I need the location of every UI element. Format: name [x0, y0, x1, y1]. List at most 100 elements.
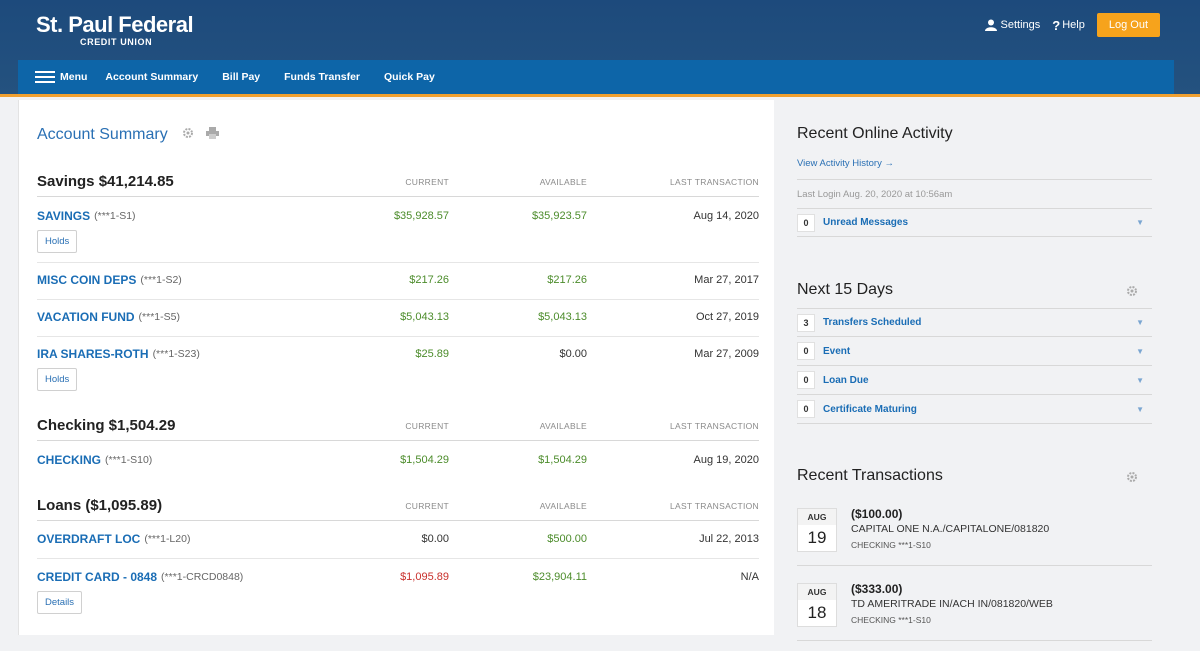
available-balance: $0.00: [559, 348, 587, 360]
date-month: AUG: [798, 584, 836, 600]
account-row: MISC COIN DEPS (***1-S2) $217.26 $217.26…: [37, 268, 759, 300]
recent-transactions-title: Recent Transactions: [797, 467, 943, 484]
last-login-text: Last Login Aug. 20, 2020 at 10:56am: [797, 189, 953, 200]
hamburger-icon: [35, 68, 55, 86]
page-title-text: Account Summary: [37, 126, 168, 143]
certificate-maturing-row[interactable]: 0 Certificate Maturing ▼: [797, 395, 1152, 424]
row-label: Certificate Maturing: [823, 403, 917, 415]
transaction-item[interactable]: AUG 18 ($333.00) TD AMERITRADE IN/ACH IN…: [797, 575, 1152, 641]
utility-nav: Settings ? Help Log Out: [984, 13, 1160, 37]
current-balance: $35,928.57: [393, 210, 449, 222]
col-last-transaction: LAST TRANSACTION: [669, 176, 759, 187]
account-mask: (***1-S1): [94, 210, 136, 222]
date-badge: AUG 18: [797, 583, 837, 627]
settings-link[interactable]: Settings: [984, 19, 1041, 31]
current-balance: $0.00: [421, 533, 449, 545]
brand-sub: CREDIT UNION: [80, 37, 153, 47]
row-count: 0: [797, 400, 815, 418]
chevron-down-icon: ▼: [1136, 404, 1144, 414]
account-summary-panel: Account Summary Savings $41,214.85 CURRE…: [18, 100, 774, 635]
print-icon[interactable]: [205, 126, 219, 144]
next-15-days-title: Next 15 Days: [797, 281, 894, 298]
unread-messages-row[interactable]: 0 Unread Messages ▼: [797, 208, 1152, 237]
nav-account-summary[interactable]: Account Summary: [105, 71, 199, 83]
group-header-checking: Checking $1,504.29 CURRENT AVAILABLE LAS…: [37, 411, 759, 441]
event-row[interactable]: 0 Event ▼: [797, 337, 1152, 366]
chevron-down-icon: ▼: [1136, 375, 1144, 385]
account-name[interactable]: VACATION FUND: [37, 310, 135, 324]
transaction-description: TD AMERITRADE IN/ACH IN/081820/WEB: [851, 598, 1053, 610]
account-mask: (***1-L20): [144, 533, 191, 545]
last-transaction-date: Jul 22, 2013: [699, 533, 759, 545]
menu-label: Menu: [60, 71, 88, 83]
help-icon: ?: [1052, 17, 1061, 33]
group-header-loans: Loans ($1,095.89) CURRENT AVAILABLE LAST…: [37, 491, 759, 521]
col-last-transaction: LAST TRANSACTION: [669, 500, 759, 511]
chevron-down-icon: ▼: [1136, 318, 1144, 327]
account-row: VACATION FUND (***1-S5) $5,043.13 $5,043…: [37, 305, 759, 337]
col-current: CURRENT: [405, 420, 449, 431]
transaction-item[interactable]: AUG 19 ($100.00) CAPITAL ONE N.A./CAPITA…: [797, 500, 1152, 566]
menu-button[interactable]: Menu: [35, 68, 87, 86]
holds-button[interactable]: Holds: [37, 230, 78, 253]
gear-icon[interactable]: [182, 126, 194, 144]
available-balance: $217.26: [547, 274, 587, 286]
nav-funds-transfer[interactable]: Funds Transfer: [284, 71, 360, 83]
account-name[interactable]: SAVINGS: [37, 209, 91, 223]
account-mask: (***1-S2): [140, 274, 182, 286]
row-label: Loan Due: [823, 374, 869, 386]
account-name[interactable]: IRA SHARES-ROTH: [37, 347, 149, 361]
current-balance: $217.26: [409, 274, 449, 286]
logout-button[interactable]: Log Out: [1096, 13, 1160, 37]
account-mask: (***1-S5): [138, 311, 180, 323]
gear-icon[interactable]: [1126, 284, 1138, 302]
sidebar: Recent Online Activity View Activity His…: [774, 100, 1174, 651]
brand-logo[interactable]: St. Paul Federal CREDIT UNION: [36, 12, 194, 48]
holds-button[interactable]: Holds: [37, 368, 78, 391]
account-name[interactable]: CHECKING: [37, 453, 102, 467]
row-count: 0: [797, 342, 815, 360]
recent-activity-title: Recent Online Activity: [797, 125, 953, 142]
help-link[interactable]: ? Help: [1052, 18, 1085, 33]
date-day: 19: [807, 528, 827, 547]
account-row: CREDIT CARD - 0848 (***1-CRCD0848) $1,09…: [37, 565, 759, 625]
available-balance: $500.00: [547, 533, 587, 545]
details-button[interactable]: Details: [37, 591, 83, 614]
date-badge: AUG 19: [797, 508, 837, 552]
transaction-amount: ($100.00): [851, 507, 903, 521]
last-transaction-date: Oct 27, 2019: [696, 311, 759, 323]
account-row: CHECKING (***1-S10) $1,504.29 $1,504.29 …: [37, 448, 759, 480]
available-balance: $5,043.13: [538, 311, 587, 323]
account-name[interactable]: CREDIT CARD - 0848: [37, 570, 158, 584]
group-title: Checking $1,504.29: [37, 417, 176, 434]
date-month: AUG: [798, 509, 836, 525]
group-title: Savings $41,214.85: [37, 173, 174, 190]
transfers-scheduled-row[interactable]: 3 Transfers Scheduled ▼: [797, 308, 1152, 337]
gear-icon[interactable]: [1126, 470, 1138, 488]
help-label: Help: [1062, 19, 1085, 31]
page-title: Account Summary: [37, 126, 219, 144]
account-row: IRA SHARES-ROTH (***1-S23) $25.89 $0.00 …: [37, 342, 759, 400]
nav-quick-pay[interactable]: Quick Pay: [384, 71, 435, 83]
account-row: OVERDRAFT LOC (***1-L20) $0.00 $500.00 J…: [37, 527, 759, 559]
last-transaction-date: Mar 27, 2017: [694, 274, 759, 286]
row-count: 0: [797, 371, 815, 389]
account-mask: (***1-CRCD0848): [161, 571, 244, 583]
col-current: CURRENT: [405, 500, 449, 511]
account-mask: (***1-S10): [105, 454, 153, 466]
header-accent-line: [0, 94, 1200, 97]
current-balance: $1,095.89: [400, 571, 449, 583]
settings-label: Settings: [1000, 19, 1041, 31]
current-balance: $1,504.29: [400, 454, 449, 466]
view-activity-history-link[interactable]: View Activity History →: [797, 158, 894, 169]
loan-due-row[interactable]: 0 Loan Due ▼: [797, 366, 1152, 395]
account-name[interactable]: MISC COIN DEPS: [37, 273, 137, 287]
nav-bill-pay[interactable]: Bill Pay: [222, 71, 261, 83]
col-available: AVAILABLE: [539, 176, 587, 187]
unread-count: 0: [797, 213, 815, 232]
brand-name: St. Paul Federal: [36, 12, 194, 37]
account-name[interactable]: OVERDRAFT LOC: [37, 532, 141, 546]
main-nav: Menu Account Summary Bill Pay Funds Tran…: [18, 60, 1174, 94]
transaction-description: CAPITAL ONE N.A./CAPITALONE/081820: [851, 523, 1050, 535]
col-last-transaction: LAST TRANSACTION: [669, 420, 759, 431]
